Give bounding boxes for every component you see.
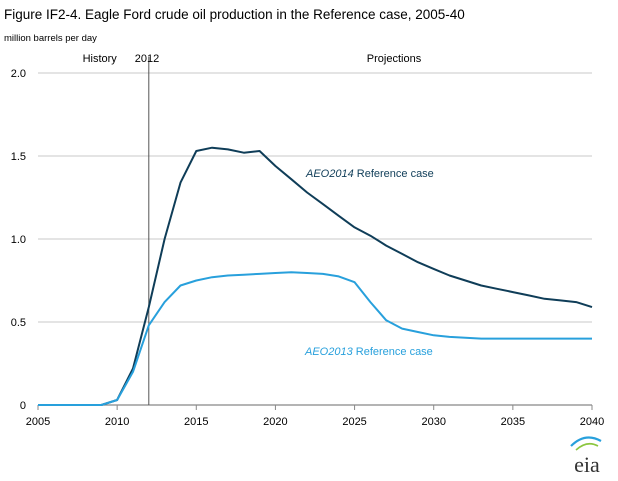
series-line-aeo2014 bbox=[38, 146, 593, 406]
x-tick-label: 2020 bbox=[263, 416, 287, 428]
y-tick-label: 0 bbox=[20, 400, 26, 412]
x-tick-label: 2010 bbox=[105, 416, 129, 428]
projections-label: Projections bbox=[367, 53, 422, 65]
series-line-aeo2013 bbox=[38, 271, 592, 406]
history-label: History bbox=[83, 53, 118, 65]
series-label-aeo2013-italic: AEO2013 bbox=[304, 346, 354, 358]
series-lines bbox=[38, 146, 593, 406]
y-tick-label: 2.0 bbox=[11, 68, 26, 80]
x-tick-label: 2030 bbox=[421, 416, 445, 428]
series-label-aeo2014: AEO2014 Reference case bbox=[305, 168, 434, 180]
x-axis bbox=[37, 404, 593, 410]
y-tick-label: 0.5 bbox=[11, 317, 26, 329]
x-tick-label: 2005 bbox=[26, 416, 50, 428]
eia-logo-arc-inner bbox=[575, 442, 599, 451]
x-tick-label: 2040 bbox=[580, 416, 604, 428]
divider-year-label: 2012 bbox=[135, 53, 159, 65]
x-tick-label: 2025 bbox=[342, 416, 366, 428]
series-label-aeo2013: AEO2013 Reference case bbox=[304, 346, 433, 358]
eia-logo: eia bbox=[570, 436, 602, 477]
eia-logo-text: eia bbox=[574, 452, 600, 477]
y-tick-label: 1.0 bbox=[11, 234, 26, 246]
y-tick-labels: 0 0.5 1.0 1.5 2.0 bbox=[11, 68, 26, 412]
series-label-aeo2013-rest: Reference case bbox=[353, 346, 433, 358]
series-label-aeo2014-italic: AEO2014 bbox=[305, 168, 354, 180]
x-tick-label: 2015 bbox=[184, 416, 208, 428]
y-axis-unit-label: million barrels per day bbox=[4, 33, 97, 44]
chart-title: Figure IF2-4. Eagle Ford crude oil produ… bbox=[4, 7, 465, 22]
series-label-aeo2014-rest: Reference case bbox=[354, 168, 434, 180]
eia-logo-arc bbox=[570, 436, 602, 447]
x-tick-labels: 2005 2010 2015 2020 2025 2030 2035 2040 bbox=[26, 416, 604, 428]
y-tick-label: 1.5 bbox=[11, 151, 26, 163]
x-tick-label: 2035 bbox=[501, 416, 525, 428]
gridlines bbox=[38, 72, 592, 323]
